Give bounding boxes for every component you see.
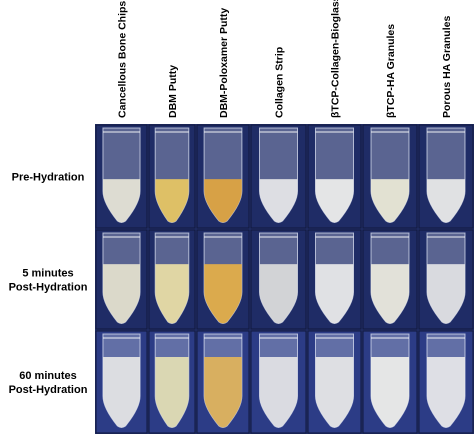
row-label: 5 minutes: [22, 268, 73, 280]
row-label: Pre-Hydration: [12, 172, 85, 184]
row-label: 60 minutes: [19, 370, 76, 382]
column-header: DBM-Poloxamer Putty: [218, 8, 230, 118]
column-header: Collagen Strip: [274, 47, 286, 118]
photo-cell: [307, 124, 362, 229]
column-header: DBM Putty: [167, 65, 179, 118]
column-header: βTCP-HA Granules: [385, 24, 397, 118]
column-header: βTCP-Collagen-Bioglass: [330, 0, 342, 118]
column-header: Porous HA Granules: [441, 16, 453, 118]
column-header: Cancellous Bone Chips: [117, 1, 129, 118]
row-label: Post-Hydration: [9, 384, 88, 396]
row-label: Post-Hydration: [9, 282, 88, 294]
